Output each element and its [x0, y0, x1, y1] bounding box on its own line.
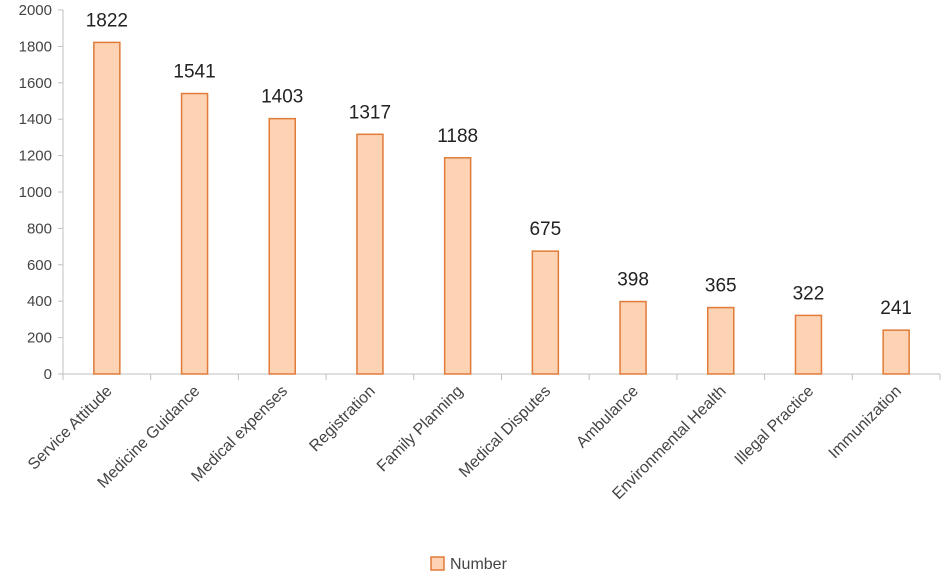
- y-tick-label: 1600: [19, 75, 52, 92]
- data-label: 365: [705, 276, 737, 297]
- legend-swatch-number: [430, 556, 445, 571]
- bar: [619, 300, 647, 375]
- y-tick-label: 1400: [19, 111, 52, 128]
- data-label: 675: [529, 219, 561, 240]
- legend: Number: [430, 556, 508, 573]
- bar: [356, 133, 384, 375]
- x-tick-label: Registration: [306, 383, 378, 455]
- bar: [93, 41, 121, 375]
- x-tick-label: Medical expenses: [188, 383, 291, 486]
- data-label: 1822: [86, 10, 128, 31]
- y-tick-label: 2000: [19, 2, 52, 19]
- y-tick-label: 200: [27, 330, 52, 347]
- y-tick-label: 1800: [19, 38, 52, 55]
- x-tick-label: Medical Disputes: [456, 383, 554, 481]
- data-labels: 1822 1541 1403 1317 1188 675 398 365 322 241: [86, 10, 912, 319]
- data-label: 398: [617, 270, 649, 291]
- y-tick-label: 1000: [19, 184, 52, 201]
- data-label: 322: [793, 283, 825, 304]
- y-axis: 0 200 400 600 800 1000 1200 1400 1600 1800 2000: [19, 2, 64, 383]
- bar-series-number: [93, 41, 910, 375]
- data-label: 1403: [261, 87, 303, 108]
- y-tick-label: 400: [27, 293, 52, 310]
- y-tick-label: 800: [27, 220, 52, 237]
- x-tick-label: Family Planning: [374, 383, 467, 476]
- x-tick-label: Service Attitude: [25, 383, 116, 474]
- data-label: 1541: [173, 62, 215, 83]
- bar: [180, 92, 209, 375]
- bar: [443, 157, 472, 375]
- legend-label-number: Number: [450, 556, 508, 573]
- x-tick-label: Illegal Practice: [732, 383, 818, 469]
- data-label: 241: [880, 298, 912, 319]
- bar: [268, 117, 296, 375]
- y-tick-label: 0: [44, 366, 52, 383]
- data-label: 1188: [437, 126, 478, 147]
- data-label: 1317: [349, 102, 391, 123]
- bar: [531, 250, 560, 375]
- bar: [882, 329, 910, 375]
- x-tick-label: Immunization: [826, 383, 905, 462]
- bar: [707, 306, 735, 375]
- y-tick-label: 600: [27, 257, 52, 274]
- x-tick-label: Ambulance: [573, 383, 642, 452]
- bar: [794, 314, 823, 375]
- y-tick-label: 1200: [19, 148, 52, 165]
